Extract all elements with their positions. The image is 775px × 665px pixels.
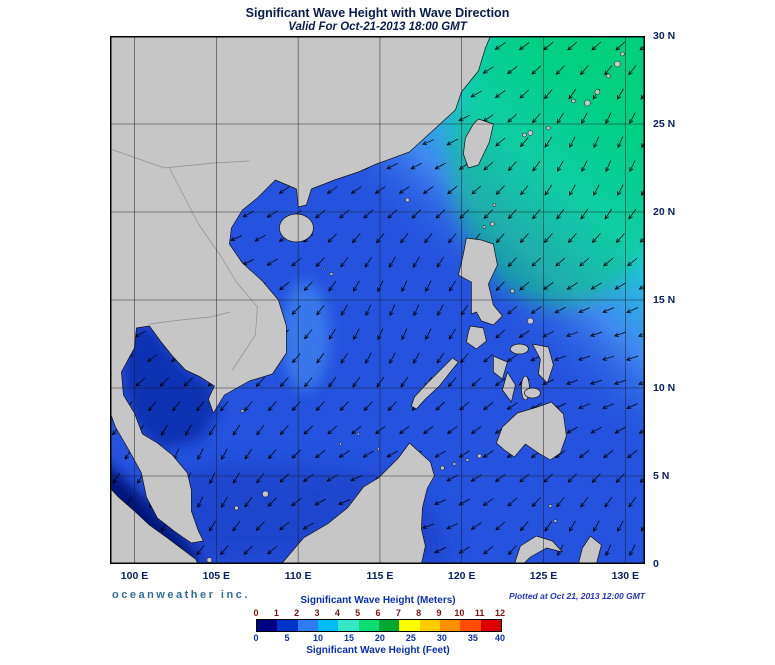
land-borneo [281,442,435,564]
land-taiwan [463,118,494,169]
land-mindoro [466,325,487,350]
colorbar-cell [399,620,420,631]
lat-label: 10 N [653,382,676,394]
meters-tick: 9 [436,608,442,618]
lat-label: 25 N [653,118,676,130]
lon-label: 100 E [120,570,149,582]
small-islands [206,51,625,563]
lon-label: 125 E [529,570,558,582]
lat-label: 0 [653,558,659,570]
colorbar-cell [257,620,278,631]
colorbar-cell [460,620,481,631]
colorbar-cell [378,620,400,631]
lat-label: 20 N [653,206,676,218]
land-halmahera [578,535,602,564]
legend-meters-ticks: 0 1 2 3 4 5 6 7 8 9 10 11 12 [253,608,505,618]
colorbar-cell [317,620,339,631]
feet-tick: 25 [405,633,416,643]
lon-label: 110 E [284,570,312,582]
map-border [110,36,645,564]
colorbar-cell [297,620,318,631]
valid-time-subtitle: Valid For Oct-21-2013 18:00 GMT [288,21,467,33]
landmasses [110,36,625,564]
meters-tick: 7 [395,608,401,618]
feet-tick: 40 [494,633,506,643]
oceanweather-brand: oceanweather inc. [112,589,250,601]
feet-tick: 5 [284,633,290,643]
land-sumatra [110,487,199,564]
land-panay [493,355,508,380]
feet-tick: 20 [374,633,385,643]
feet-tick: 35 [467,633,478,643]
lat-label: 5 N [653,470,670,482]
land-hainan [279,213,314,243]
land-sulawesi [514,535,563,564]
colorbar-cell [358,620,379,631]
country-borders [110,148,258,371]
lat-label: 30 N [653,30,676,42]
feet-tick: 15 [343,633,354,643]
lon-label: 115 E [366,570,394,582]
colorbar-cell [277,620,298,631]
feet-tick: 10 [312,633,323,643]
colorbar-cell [480,620,501,631]
colorbar-cell [338,620,359,631]
map-gridlines [110,36,645,564]
meters-tick: 5 [355,608,361,618]
land-luzon [458,237,503,326]
legend-colorbar [256,619,502,632]
meters-tick: 6 [375,608,381,618]
legend-feet-ticks: 0 5 10 15 20 25 30 35 40 [253,633,505,643]
meters-tick: 2 [294,608,300,618]
meters-tick: 8 [416,608,422,618]
gulf-of-thailand-low [123,325,220,450]
meters-tick: 4 [334,608,340,618]
land-mindanao [496,401,567,461]
land-samar-leyte [532,343,554,384]
colorbar-cell [419,620,440,631]
lon-label: 105 E [202,570,231,582]
land-masbate [510,343,529,355]
lon-label: 120 E [448,570,476,582]
plotted-timestamp: Plotted at Oct 21, 2013 12:00 GMT [508,591,645,601]
meters-tick: 12 [494,608,506,618]
lon-label: 130 E [611,570,640,582]
wave-height-map [110,36,645,564]
feet-tick: 30 [436,633,447,643]
lat-label: 15 N [653,294,676,306]
colorbar-cell [439,620,461,631]
land-bohol [524,387,541,399]
meters-tick: 11 [474,608,485,618]
land-palawan [411,357,459,410]
land-china-indochina [110,36,491,544]
meters-tick: 3 [314,608,320,618]
land-negros [502,371,516,403]
meters-tick: 1 [273,608,279,618]
meters-tick: 0 [253,608,259,618]
page-title: Significant Wave Height with Wave Direct… [245,6,510,20]
feet-tick: 0 [253,633,259,643]
meters-tick: 10 [454,608,465,618]
legend-title-meters: Significant Wave Height (Meters) [300,595,456,606]
legend-title-feet: Significant Wave Height (Feet) [306,645,450,656]
